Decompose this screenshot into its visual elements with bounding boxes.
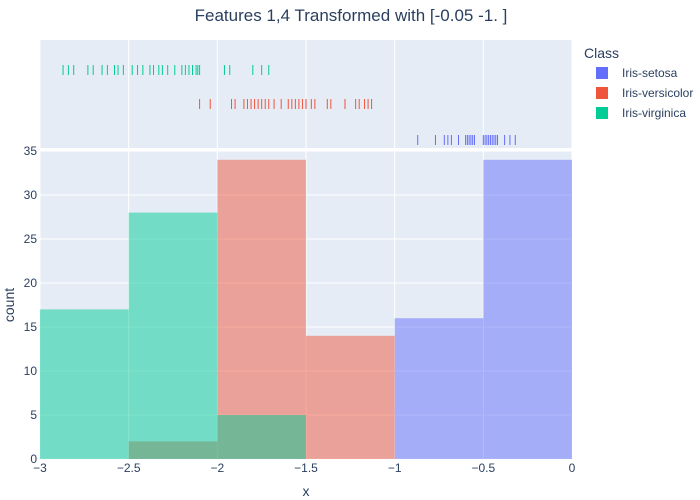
y-tick-label: 15 xyxy=(24,320,38,334)
x-tick-label: −1 xyxy=(388,461,402,475)
x-tick-label: −0.5 xyxy=(471,461,495,475)
x-axis-ticks: −3 −2.5 −2 −1.5 −1 −0.5 0 xyxy=(33,461,576,475)
y-tick-label: 10 xyxy=(24,364,38,378)
legend-label: Iris-virginica xyxy=(622,106,686,120)
x-tick-label: −2.5 xyxy=(117,461,141,475)
legend-swatch xyxy=(596,67,608,79)
histogram-bar xyxy=(217,415,306,459)
x-tick-label: −2 xyxy=(210,461,224,475)
y-tick-label: 0 xyxy=(30,452,37,466)
y-tick-label: 5 xyxy=(30,408,37,422)
y-axis-ticks: 0 5 10 15 20 25 30 35 xyxy=(24,144,38,466)
x-tick-label: −1.5 xyxy=(294,461,318,475)
histogram-bars xyxy=(40,159,572,460)
x-tick-label: −3 xyxy=(33,461,47,475)
legend-title: Class xyxy=(584,45,619,61)
y-tick-label: 25 xyxy=(24,232,38,246)
legend: Class Iris-setosa Iris-versicolor Iris-vir… xyxy=(584,45,693,120)
histogram-bar xyxy=(217,159,306,460)
legend-label: Iris-versicolor xyxy=(622,86,693,100)
y-tick-label: 20 xyxy=(24,276,38,290)
y-tick-label: 35 xyxy=(24,144,38,158)
legend-label: Iris-setosa xyxy=(622,66,678,80)
x-tick-label: 0 xyxy=(569,461,576,475)
y-tick-label: 30 xyxy=(24,188,38,202)
histogram-bar xyxy=(306,335,395,459)
y-axis-title: count xyxy=(1,288,17,322)
histogram-bar xyxy=(394,318,484,459)
histogram-bar xyxy=(128,212,218,459)
chart-title: Features 1,4 Transformed with [-0.05 -1.… xyxy=(195,6,508,25)
legend-swatch xyxy=(596,107,608,119)
histogram-bar xyxy=(40,309,129,459)
rug-marks xyxy=(62,65,516,145)
x-axis-title: x xyxy=(303,483,310,499)
legend-swatch xyxy=(596,87,608,99)
histogram-bar xyxy=(483,159,572,460)
